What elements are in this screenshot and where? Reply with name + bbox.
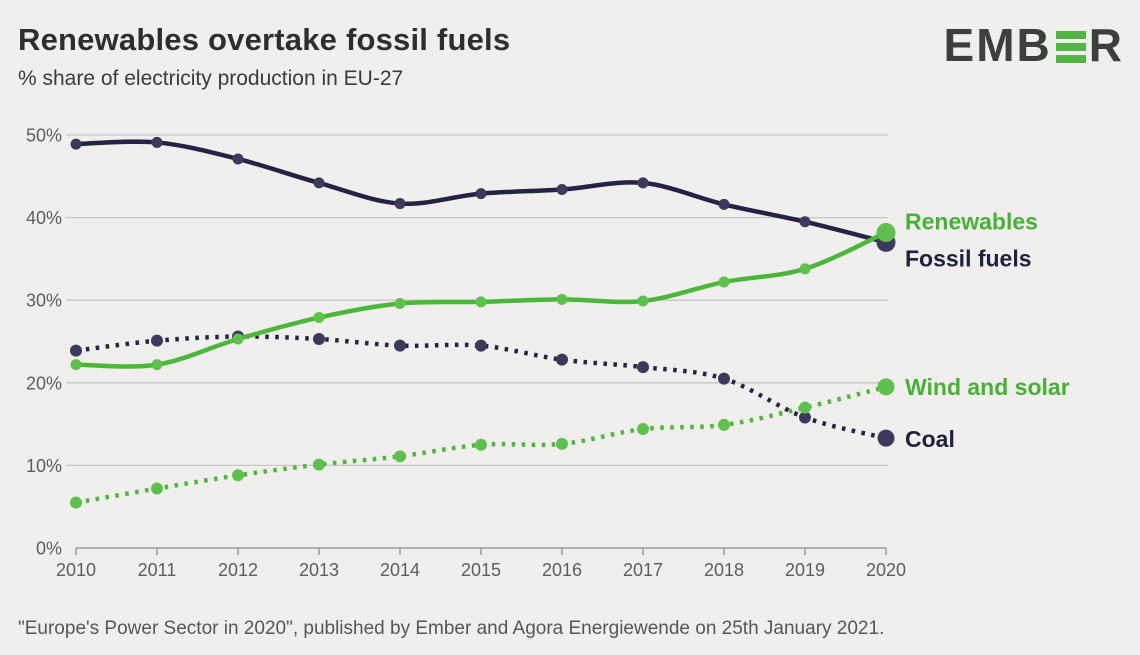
data-point-coal	[70, 344, 82, 357]
x-axis-tick-label: 2019	[785, 560, 825, 580]
data-point-coal	[799, 411, 811, 424]
data-point-renewables	[637, 295, 649, 307]
x-axis-tick-label: 2010	[56, 560, 96, 580]
series-label-fossil-fuels: Fossil fuels	[905, 245, 1032, 271]
x-axis-tick-label: 2014	[380, 560, 420, 580]
series-label-wind-and-solar: Wind and solar	[905, 374, 1070, 400]
data-point-fossil-fuels	[151, 136, 163, 148]
data-point-renewables	[394, 298, 406, 310]
y-axis-tick-label: 10%	[26, 456, 62, 476]
data-point-coal	[151, 334, 163, 347]
data-point-coal	[313, 333, 325, 346]
series-label-coal: Coal	[905, 426, 955, 452]
data-point-fossil-fuels	[475, 188, 487, 200]
data-point-wind-and-solar	[394, 450, 406, 463]
data-point-fossil-fuels	[232, 153, 244, 165]
data-point-wind-and-solar	[799, 401, 811, 414]
data-point-fossil-fuels	[313, 177, 325, 189]
data-point-coal	[877, 429, 895, 447]
data-point-coal	[718, 372, 730, 385]
x-axis-tick-label: 2012	[218, 560, 258, 580]
data-point-wind-and-solar	[232, 469, 244, 482]
data-point-fossil-fuels	[556, 184, 568, 196]
data-point-renewables	[799, 263, 811, 275]
data-point-wind-and-solar	[718, 418, 730, 431]
data-point-fossil-fuels	[718, 198, 730, 210]
data-point-renewables	[876, 222, 896, 242]
source-note: "Europe's Power Sector in 2020", publish…	[18, 618, 885, 639]
data-point-wind-and-solar	[556, 437, 568, 450]
x-axis-tick-label: 2015	[461, 560, 501, 580]
chart-subtitle: % share of electricity production in EU-…	[18, 67, 404, 90]
y-axis-tick-label: 40%	[26, 208, 62, 228]
series-label-renewables: Renewables	[905, 208, 1038, 234]
data-point-wind-and-solar	[877, 378, 895, 396]
data-point-coal	[475, 339, 487, 352]
data-point-wind-and-solar	[313, 458, 325, 471]
data-point-renewables	[313, 312, 325, 324]
data-point-fossil-fuels	[637, 177, 649, 189]
ember-logo: EMB R	[944, 22, 1124, 68]
data-point-coal	[394, 339, 406, 352]
data-point-wind-and-solar	[151, 482, 163, 495]
chart-header: Renewables overtake fossil fuels % share…	[18, 22, 510, 91]
ember-logo-text-suffix: R	[1088, 19, 1124, 71]
data-point-fossil-fuels	[70, 138, 82, 150]
x-axis-tick-label: 2018	[704, 560, 744, 580]
y-axis-tick-label: 50%	[26, 126, 62, 146]
x-axis-tick-label: 2017	[623, 560, 663, 580]
data-point-renewables	[718, 276, 730, 288]
data-point-wind-and-solar	[637, 423, 649, 436]
page-title: Renewables overtake fossil fuels	[18, 22, 511, 57]
x-axis-tick-label: 2013	[299, 560, 339, 580]
data-point-renewables	[475, 296, 487, 308]
ember-logo-green-e-icon	[1055, 31, 1086, 63]
data-point-fossil-fuels	[799, 216, 811, 228]
ember-logo-text-prefix: EMB	[943, 19, 1052, 71]
data-point-wind-and-solar	[70, 496, 82, 509]
data-point-coal	[556, 353, 568, 366]
x-axis-tick-label: 2016	[542, 560, 582, 580]
x-axis-tick-label: 2011	[138, 560, 177, 580]
y-axis-tick-label: 30%	[26, 291, 62, 311]
x-axis-tick-label: 2020	[866, 560, 906, 580]
data-point-fossil-fuels	[394, 198, 406, 210]
y-axis-tick-label: 20%	[26, 373, 62, 393]
data-point-coal	[637, 361, 649, 374]
data-point-renewables	[232, 333, 244, 345]
data-point-wind-and-solar	[475, 438, 487, 451]
data-point-renewables	[151, 359, 163, 371]
data-point-renewables	[556, 293, 568, 305]
y-axis-tick-label: 0%	[36, 539, 62, 559]
data-point-renewables	[70, 359, 82, 371]
